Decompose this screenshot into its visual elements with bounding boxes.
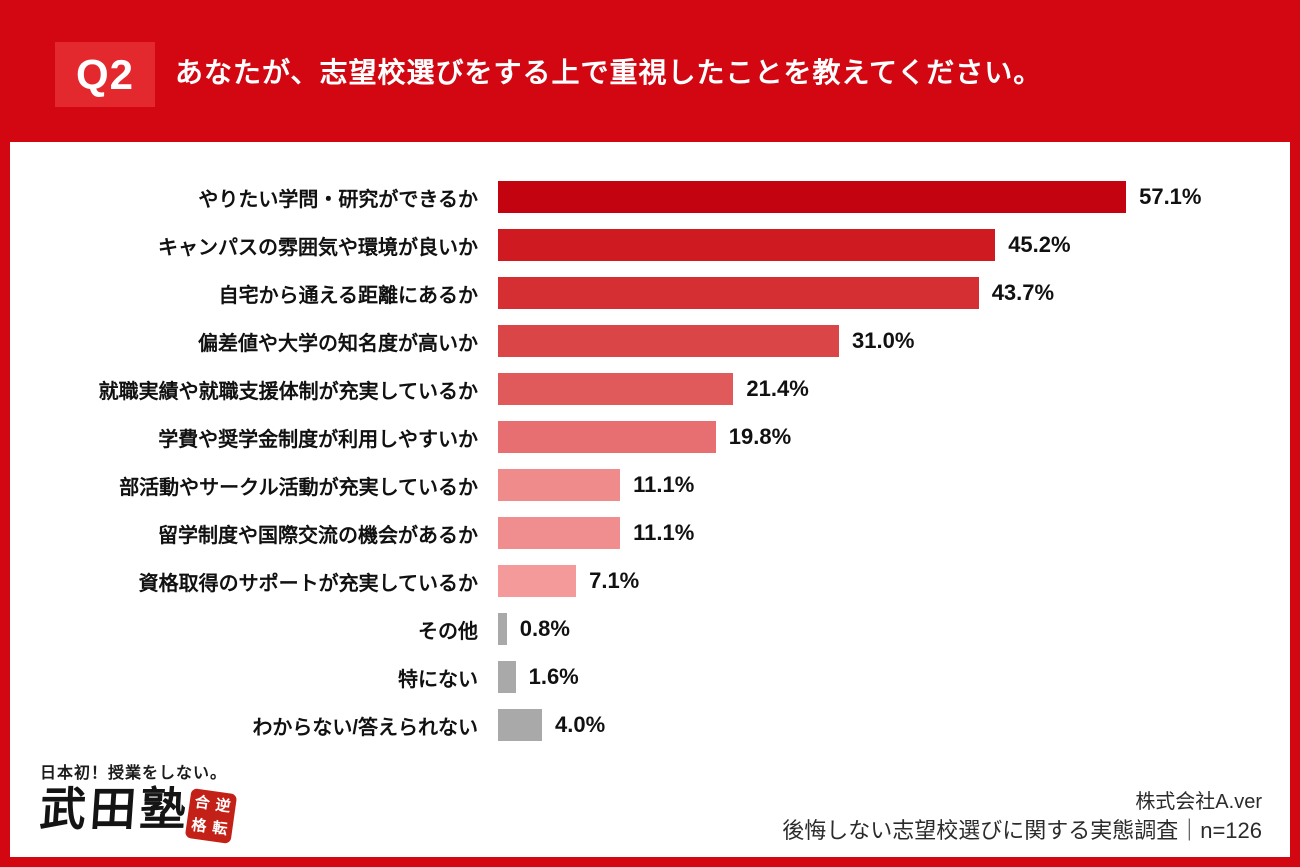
category-label: 資格取得のサポートが充実しているか [138,572,478,595]
logo-stamp-char: 格 [190,815,208,836]
brand-logo: 日本初！授業をしない。 武田塾 合逆格転 [38,759,238,844]
value-label: 45.2% [1008,232,1071,257]
chart-row: わからない/答えられない 4.0% [10,701,1290,749]
chart-card: やりたい学問・研究ができるか 57.1% キャンパスの雰囲気や環境が良いか 45.2%… [10,142,1290,857]
question-header: Q2 あなたが、志望校選びをする上で重視したことを教えてください。 [0,0,1300,142]
logo-tagline: 日本初！授業をしない。 [40,763,228,782]
source-company: 株式会社A.ver [1135,791,1262,814]
bar-area: 0.8% [498,605,1290,653]
bar [498,709,542,741]
value-label: 0.8% [519,616,570,641]
category-label: やりたい学問・研究ができるか [198,188,478,211]
chart-row: 資格取得のサポートが充実しているか 7.1% [10,557,1290,605]
bar-chart: やりたい学問・研究ができるか 57.1% キャンパスの雰囲気や環境が良いか 45.2%… [10,173,1290,749]
bar-area: 57.1% [498,173,1290,221]
bar-area: 1.6% [498,653,1290,701]
bar [498,565,577,597]
value-label: 31.0% [852,328,915,353]
bar-area: 7.1% [498,557,1290,605]
bar-area: 45.2% [498,221,1290,269]
value-label: 21.4% [746,376,809,401]
category-label: 留学制度や国際交流の機会があるか [158,524,478,547]
category-label: 就職実績や就職支援体制が充実しているか [98,380,478,403]
question-title: あなたが、志望校選びをする上で重視したことを教えてください。 [175,57,1043,88]
bar-area: 11.1% [498,509,1290,557]
chart-row: 部活動やサークル活動が充実しているか 11.1% [10,461,1290,509]
bar [498,325,839,357]
logo-stamp-char: 逆 [214,795,232,816]
bar [498,613,507,645]
chart-row: その他 0.8% [10,605,1290,653]
question-number: Q2 [75,50,135,98]
bar [498,469,621,501]
logo-brand-row: 武田塾 合逆格転 [38,782,238,844]
bar-area: 31.0% [498,317,1290,365]
bar [498,661,516,693]
value-label: 11.1% [633,472,695,497]
chart-row: 留学制度や国際交流の機会があるか 11.1% [10,509,1290,557]
logo-stamp: 合逆格転 [184,788,238,844]
logo-stamp-char: 合 [193,792,211,813]
value-label: 7.1% [589,568,640,593]
value-label: 4.0% [555,712,606,737]
category-label: 特にない [398,668,478,691]
chart-row: 特にない 1.6% [10,653,1290,701]
bar-area: 43.7% [498,269,1290,317]
bar-area: 19.8% [498,413,1290,461]
value-label: 43.7% [991,280,1055,305]
value-label: 57.1% [1139,184,1202,209]
bar [498,277,979,309]
source-attribution: 株式会社A.ver 後悔しない志望校選びに関する実態調査｜n=126 [782,788,1262,847]
chart-row: 自宅から通える距離にあるか 43.7% [10,269,1290,317]
bar-area: 11.1% [498,461,1290,509]
chart-row: キャンパスの雰囲気や環境が良いか 45.2% [10,221,1290,269]
bar-area: 21.4% [498,365,1290,413]
bar [498,421,716,453]
chart-row: 就職実績や就職支援体制が充実しているか 21.4% [10,365,1290,413]
category-label: キャンパスの雰囲気や環境が良いか [158,236,478,259]
bar-area: 4.0% [498,701,1290,749]
logo-brand-text: 武田塾 [38,782,192,836]
category-label: その他 [418,620,478,643]
question-number-badge: Q2 [55,42,155,107]
bar [498,517,621,549]
bar [498,181,1127,213]
category-label: わからない/答えられない [252,716,478,739]
value-label: 19.8% [728,424,792,449]
category-label: 部活動やサークル活動が充実しているか [119,476,478,499]
value-label: 11.1% [633,520,695,545]
chart-row: 学費や奨学金制度が利用しやすいか 19.8% [10,413,1290,461]
value-label: 1.6% [528,664,579,689]
category-label: 自宅から通える距離にあるか [218,284,478,307]
bar [498,229,996,261]
source-survey: 後悔しない志望校選びに関する実態調査｜n=126 [782,818,1262,844]
bar [498,373,734,405]
chart-row: 偏差値や大学の知名度が高いか 31.0% [10,317,1290,365]
logo-stamp-char: 転 [211,818,229,839]
category-label: 学費や奨学金制度が利用しやすいか [158,428,478,451]
chart-row: やりたい学問・研究ができるか 57.1% [10,173,1290,221]
category-label: 偏差値や大学の知名度が高いか [198,332,478,355]
